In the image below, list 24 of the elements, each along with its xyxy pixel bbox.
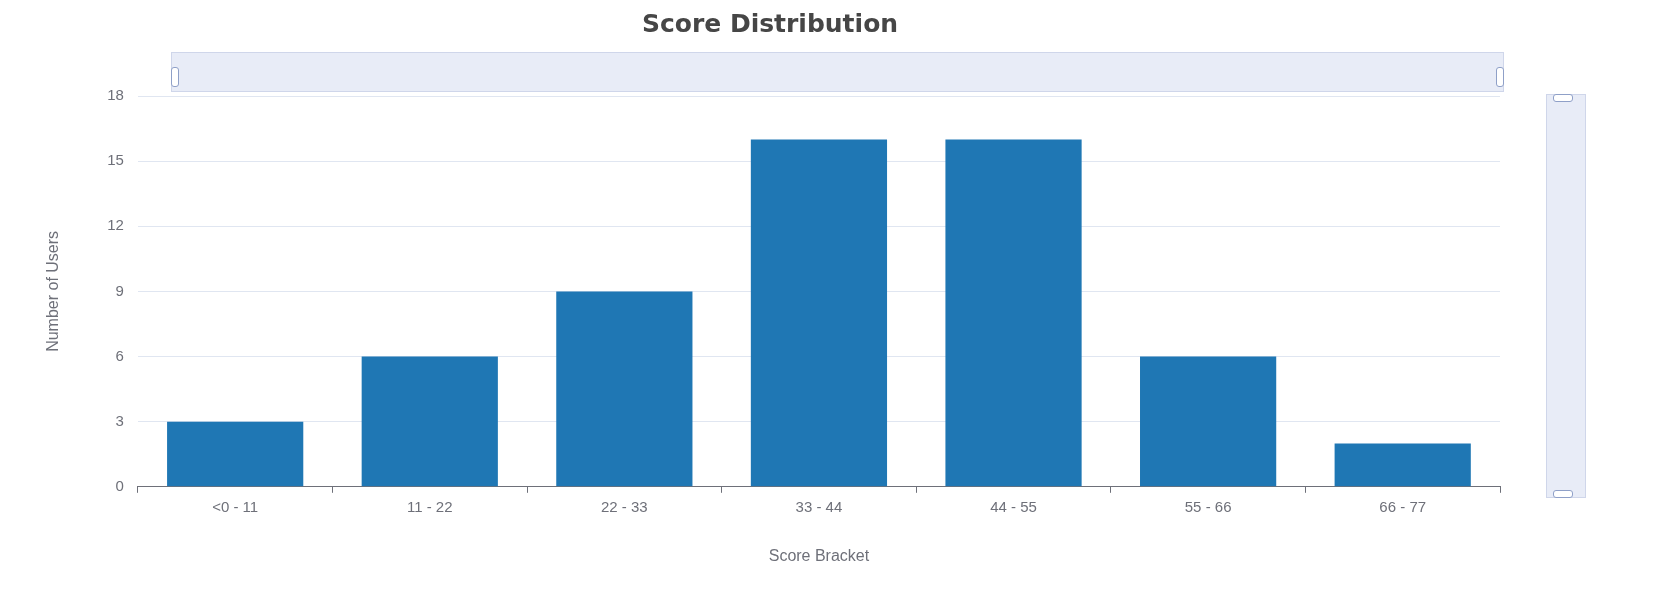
bar [1140, 356, 1277, 487]
y-axis-title: Number of Users [44, 230, 62, 352]
y-tick-label: 15 [107, 151, 124, 169]
bar [556, 291, 693, 487]
bar [361, 356, 498, 487]
bar [945, 139, 1082, 487]
x-axis-title: Score Bracket [768, 546, 870, 564]
y-tick-label: 9 [115, 281, 124, 299]
y-tick-label: 3 [115, 411, 124, 429]
y-tick-label: 6 [115, 346, 124, 364]
bar [750, 139, 888, 487]
chart-title: Score Distribution [641, 8, 899, 38]
bar [1334, 443, 1471, 487]
x-tick-label: 33 - 44 [795, 497, 843, 515]
x-tick-label: 55 - 66 [1184, 497, 1232, 515]
x-tick-label: 22 - 33 [601, 497, 648, 515]
x-tick-label: <0 - 11 [212, 497, 259, 515]
y-tick-label: 0 [115, 476, 124, 494]
x-tick-label: 66 - 77 [1379, 497, 1427, 515]
bar [167, 421, 304, 487]
y-tick-label: 18 [107, 86, 124, 104]
x-tick-label: 44 - 55 [990, 497, 1037, 515]
y-tick-label: 12 [107, 216, 124, 234]
x-tick-label: 11 - 22 [406, 497, 453, 515]
